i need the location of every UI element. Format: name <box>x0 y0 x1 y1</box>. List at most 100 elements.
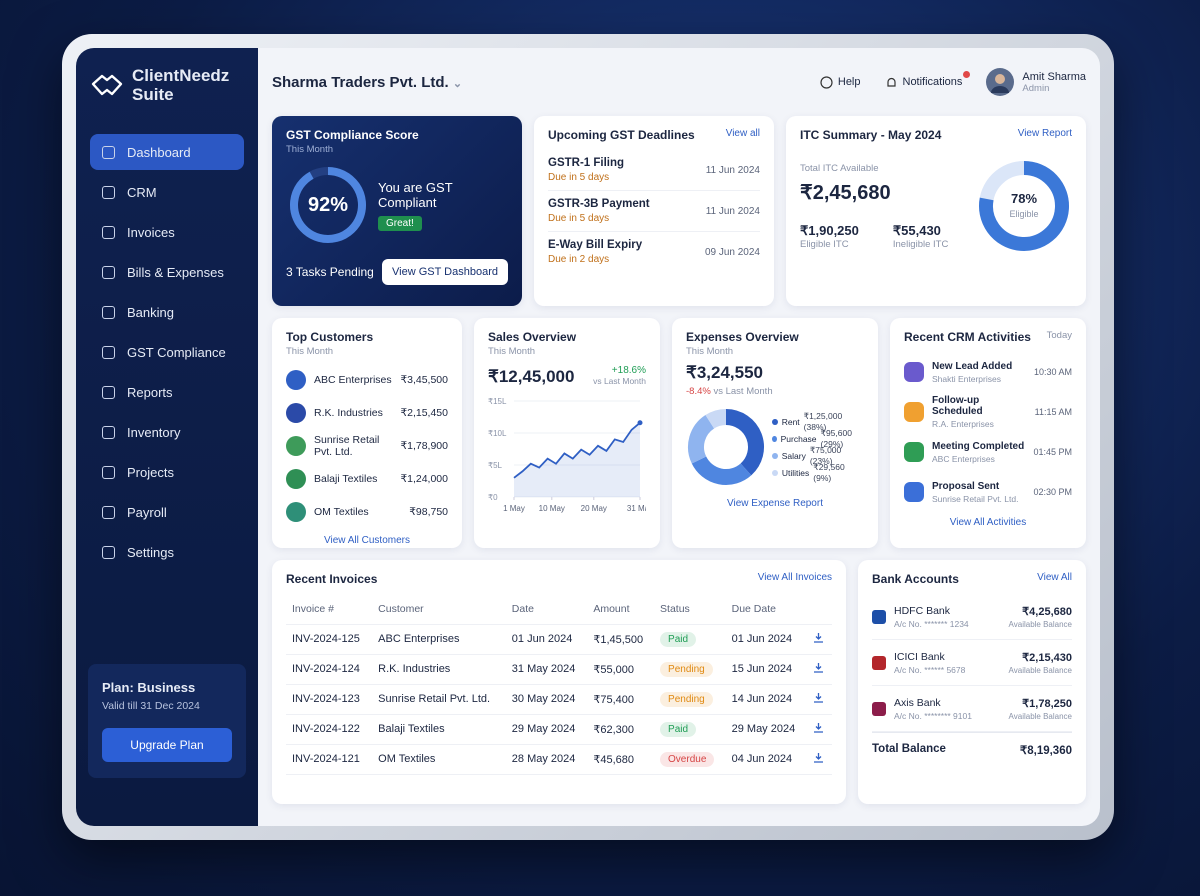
nav-item[interactable]: CRM <box>90 174 244 210</box>
bank-balance-box: ₹1,78,250 Available Balance <box>1009 697 1072 721</box>
upgrade-button[interactable]: Upgrade Plan <box>102 728 232 762</box>
view-customers-link[interactable]: View All Customers <box>324 535 410 546</box>
card-title: Sales Overview <box>488 330 577 344</box>
invoice-date: 29 May 2024 <box>505 714 588 745</box>
activity-icon <box>904 442 924 462</box>
user-menu[interactable]: Amit Sharma Admin <box>986 68 1086 96</box>
view-activities-link[interactable]: View All Activities <box>949 517 1027 528</box>
invoice-status-cell: Pending <box>654 654 726 685</box>
card-subtitle: This Month <box>488 346 535 357</box>
deadline-row: GSTR-1 Filing Due in 5 days 11 Jun 2024 <box>548 150 760 191</box>
nav-icon <box>102 145 115 159</box>
deadline-due: Due in 2 days <box>548 254 610 265</box>
invoice-status-cell: Paid <box>654 714 726 745</box>
pending: 3 Tasks Pending <box>286 265 374 279</box>
nav-label: Payroll <box>127 504 167 520</box>
legend-item: Rent ₹1,25,000 (38%) <box>772 411 864 432</box>
notifications[interactable]: Notifications <box>885 70 971 89</box>
card-subtitle: Today <box>1046 330 1072 341</box>
column-header: Status <box>654 594 726 625</box>
invoice-number: INV-2024-124 <box>286 654 373 685</box>
nav-item[interactable]: GST Compliance <box>90 334 244 370</box>
company-select[interactable]: Sharma Traders Pvt. Ltd. ⌄ <box>272 73 463 91</box>
invoice-table: Invoice # Customer Date Amount Status Due Dat… <box>286 594 832 775</box>
download-cell[interactable] <box>807 624 832 655</box>
x-tick-label: 10 May <box>539 504 565 513</box>
gst-dashboard-button[interactable]: View GST Dashboard <box>382 259 508 285</box>
card-title: Expenses Overview <box>686 330 799 344</box>
donut-arc <box>290 167 366 243</box>
y-tick-label: ₹15L <box>488 397 507 406</box>
deadline-due: Due in 5 days <box>548 213 610 224</box>
bank-info: Axis Bank A/c No. ******** 9101 <box>894 697 1001 721</box>
download-cell[interactable] <box>807 654 832 685</box>
legend-item: Purchase ₹95,600 (29%) <box>772 428 864 449</box>
card-title: ITC Summary - May 2024 <box>800 128 942 142</box>
download-cell[interactable] <box>807 714 832 745</box>
view-report-link[interactable]: View Report <box>1017 128 1072 139</box>
legend-item: Utilities ₹29,560 (9%) <box>772 462 864 483</box>
nav-icon <box>102 505 115 519</box>
avatar <box>986 68 1015 96</box>
brand-name: ClientNeedz <box>132 66 230 85</box>
invoice-date: 30 May 2024 <box>505 684 588 715</box>
invoice-customer: Sunrise Retail Pvt. Ltd. <box>372 684 506 715</box>
customer-row: Balaji Textiles ₹1,24,000 <box>286 462 448 495</box>
nav-item[interactable]: Reports <box>90 374 244 410</box>
customer-row: OM Textiles ₹98,750 <box>286 495 448 528</box>
deadline-date: 11 Jun 2024 <box>705 164 760 176</box>
card-title: Upcoming GST Deadlines <box>548 128 695 142</box>
y-tick-label: ₹10L <box>488 429 507 438</box>
x-tick-label: 20 May <box>581 504 607 513</box>
nav-item[interactable]: Bills & Expenses <box>90 254 244 290</box>
activity-sub: ABC Enterprises <box>932 453 995 464</box>
invoice-due: 01 Jun 2024 <box>725 624 808 655</box>
bank-row: Axis Bank A/c No. ******** 9101 ₹1,78,250 A… <box>872 686 1072 732</box>
activity-title: Follow-up Scheduled <box>932 395 983 417</box>
nav-icon <box>102 265 115 279</box>
view-all-link[interactable]: View all <box>725 128 760 139</box>
user-name: Amit Sharma <box>1022 70 1086 83</box>
invoice-amount: ₹45,680 <box>587 744 655 775</box>
nav-item[interactable]: Invoices <box>90 214 244 250</box>
customers-card: Top Customers This Month ABC Enterprises… <box>272 318 462 548</box>
activity-title: Meeting Completed <box>932 440 1025 452</box>
status-badge: Pending <box>660 692 713 707</box>
column-header: Due Date <box>725 594 808 625</box>
view-expense-link[interactable]: View Expense Report <box>727 498 823 509</box>
nav-icon <box>102 425 115 439</box>
nav-item[interactable]: Dashboard <box>90 134 244 170</box>
donut-segment <box>725 409 764 476</box>
legend-swatch <box>772 469 778 476</box>
legend-value: ₹1,25,000 (38%) <box>803 411 843 432</box>
view-banks-link[interactable]: View All <box>1037 572 1072 583</box>
sales-card: Sales Overview This Month ₹12,45,000 +18… <box>474 318 660 548</box>
download-cell[interactable] <box>807 684 832 715</box>
status-badge: Overdue <box>660 752 715 767</box>
donut-segment <box>705 409 727 429</box>
column-header: Invoice # <box>286 594 373 625</box>
help[interactable]: Help <box>820 75 861 89</box>
bank-balance-label: Available Balance <box>1008 665 1072 675</box>
activity-time: 02:30 PM <box>1033 487 1072 497</box>
sales-total: ₹12,45,000 <box>488 367 575 386</box>
nav-item[interactable]: Projects <box>90 454 244 490</box>
invoice-row: INV-2024-124 R.K. Industries 31 May 2024 ₹5… <box>286 654 832 685</box>
tablet: ClientNeedz Suite Dashboard CRM Invoices Bil… <box>62 34 1114 840</box>
invoice-amount: ₹62,300 <box>587 714 655 745</box>
nav-item[interactable]: Banking <box>90 294 244 330</box>
activity-icon <box>904 482 924 502</box>
bank-info: ICICI Bank A/c No. ****** 5678 <box>894 651 1001 675</box>
nav-item[interactable]: Payroll <box>90 494 244 530</box>
donut-segment <box>691 456 752 485</box>
customer-amount: ₹1,78,900 <box>400 439 448 452</box>
deadline-date: 11 Jun 2024 <box>705 205 760 217</box>
nav-item[interactable]: Settings <box>90 534 244 570</box>
eligible-label: Eligible ITC <box>800 238 849 250</box>
nav-item[interactable]: Inventory <box>90 414 244 450</box>
invoice-due: 04 Jun 2024 <box>725 744 808 775</box>
customer-icon <box>286 468 306 489</box>
view-invoices-link[interactable]: View All Invoices <box>757 572 832 583</box>
plan-card: Plan: Business Valid till 31 Dec 2024 Up… <box>88 664 246 778</box>
download-cell[interactable] <box>807 744 832 775</box>
